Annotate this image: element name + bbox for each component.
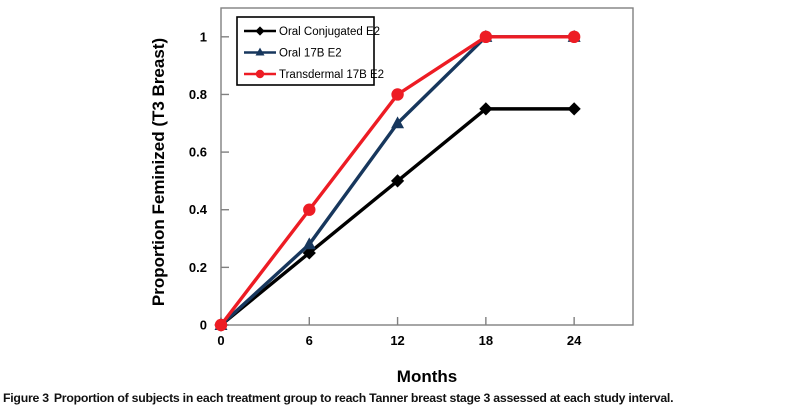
legend-label: Oral 17B E2 (279, 48, 342, 60)
legend-marker-diamond (255, 26, 265, 36)
data-point-transdermal-17b-e2 (567, 30, 581, 44)
y-tick-label: 1 (200, 29, 207, 44)
data-point-transdermal-17b-e2 (303, 203, 316, 216)
data-point-transdermal-17b-e2 (391, 88, 404, 101)
x-tick-label: 12 (390, 333, 404, 348)
x-tick-label: 6 (306, 333, 313, 348)
x-tick-label: 0 (217, 333, 224, 348)
y-tick-label: 0.6 (189, 145, 207, 160)
data-point-oral-conjugated-e2 (302, 246, 316, 260)
y-tick-label: 0 (200, 318, 207, 333)
legend-label: Oral Conjugated E2 (279, 26, 380, 38)
y-tick-label: 0.8 (189, 87, 207, 102)
legend-label: Transdermal 17B E2 (279, 69, 384, 81)
legend-marker-triangle (255, 47, 265, 56)
figure-caption-label: Figure 3 (3, 391, 49, 405)
x-tick-label: 24 (567, 333, 582, 348)
x-axis-title: Months (397, 367, 457, 386)
figure-caption: Figure 3 Proportion of subjects in each t… (3, 391, 783, 405)
data-point-oral-conjugated-e2 (479, 102, 493, 116)
legend-item-oral-17b-e2: Oral 17B E2 (244, 48, 342, 60)
figure-caption-text: Proportion of subjects in each treatment… (53, 391, 674, 405)
legend-marker-circle (255, 69, 265, 79)
data-point-oral-conjugated-e2 (390, 174, 405, 188)
data-point-transdermal-17b-e2 (214, 318, 228, 332)
legend-item-transdermal-17b-e2: Transdermal 17B E2 (244, 69, 384, 81)
y-tick-label: 0.2 (189, 260, 207, 275)
y-axis-title: Proportion Feminized (T3 Breast) (149, 38, 168, 306)
chart-svg: 0 0.2 0.4 0.6 0.8 1 0 6 12 18 24 Proportion Feminiz… (149, 7, 634, 386)
x-tick-label: 18 (479, 333, 493, 348)
legend-item-oral-conjugated-e2: Oral Conjugated E2 (244, 26, 380, 38)
figure-3-chart: 0 0.2 0.4 0.6 0.8 1 0 6 12 18 24 Proportion Feminiz… (149, 7, 634, 386)
y-tick-label: 0.4 (189, 202, 208, 217)
data-point-oral-17b-e2 (302, 237, 316, 250)
data-point-oral-conjugated-e2 (567, 102, 581, 116)
data-point-oral-17b-e2 (391, 116, 405, 129)
data-point-transdermal-17b-e2 (479, 30, 493, 44)
